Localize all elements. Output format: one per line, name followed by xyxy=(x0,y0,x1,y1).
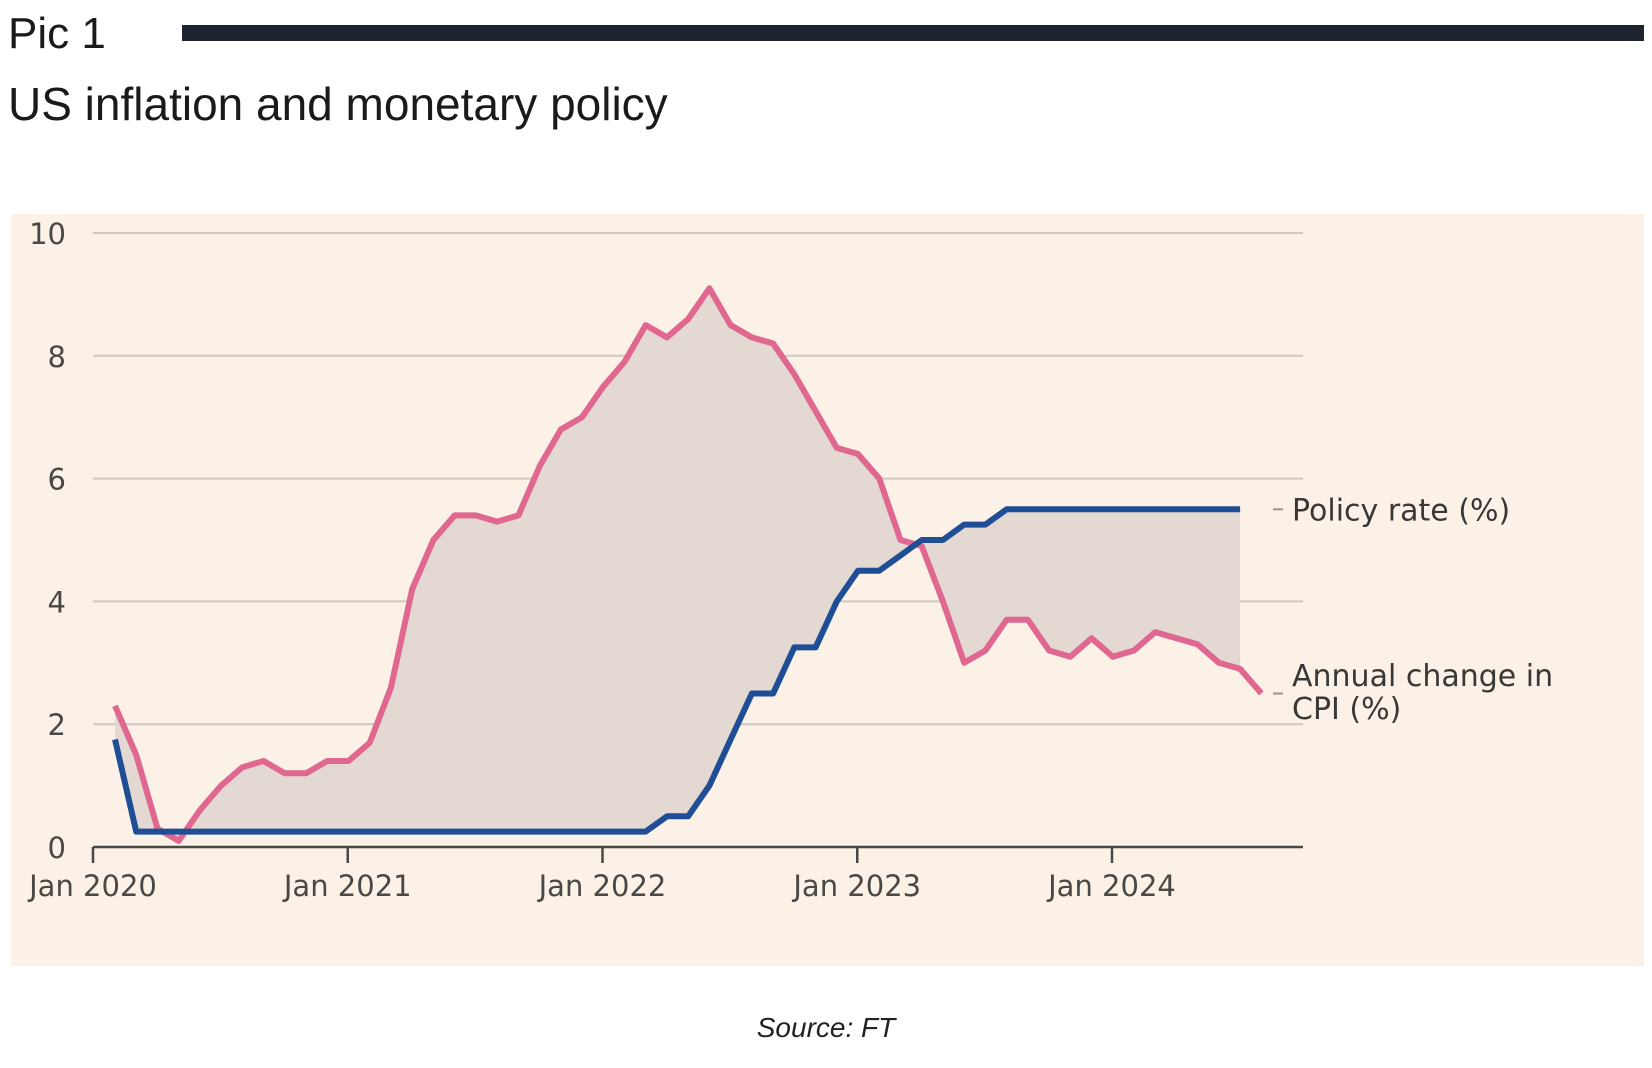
x-tick-label: Jan 2023 xyxy=(791,869,921,903)
x-tick-label: Jan 2024 xyxy=(1046,869,1176,903)
top-rule xyxy=(182,25,1644,41)
y-tick-label: 2 xyxy=(48,708,66,742)
x-tick-label: Jan 2022 xyxy=(537,869,667,903)
y-tick-label: 4 xyxy=(48,585,66,619)
chart-panel: 0 2 4 6 8 10 Jan 2020 Jan 2021 Jan 2022 Jan 2023 J… xyxy=(11,214,1644,966)
figure-label: Pic 1 xyxy=(8,9,106,58)
gap-area xyxy=(115,288,1241,841)
x-tick-label: Jan 2020 xyxy=(27,869,157,903)
y-tick-label: 0 xyxy=(48,831,66,865)
y-tick-label: 10 xyxy=(29,217,66,251)
policy-rate-line xyxy=(112,506,1241,835)
line-chart: 0 2 4 6 8 10 Jan 2020 Jan 2021 Jan 2022 Jan 2023 J… xyxy=(27,217,1553,903)
chart-title: US inflation and monetary policy xyxy=(8,78,668,130)
source-note: Source: FT xyxy=(756,1012,896,1043)
x-tick-label: Jan 2021 xyxy=(282,869,412,903)
cpi-line xyxy=(112,285,1264,844)
cpi-label: Annual change in CPI (%) xyxy=(1292,659,1553,727)
y-tick-label: 8 xyxy=(48,340,66,374)
policy-rate-label: Policy rate (%) xyxy=(1292,493,1510,528)
y-tick-label: 6 xyxy=(48,463,66,497)
